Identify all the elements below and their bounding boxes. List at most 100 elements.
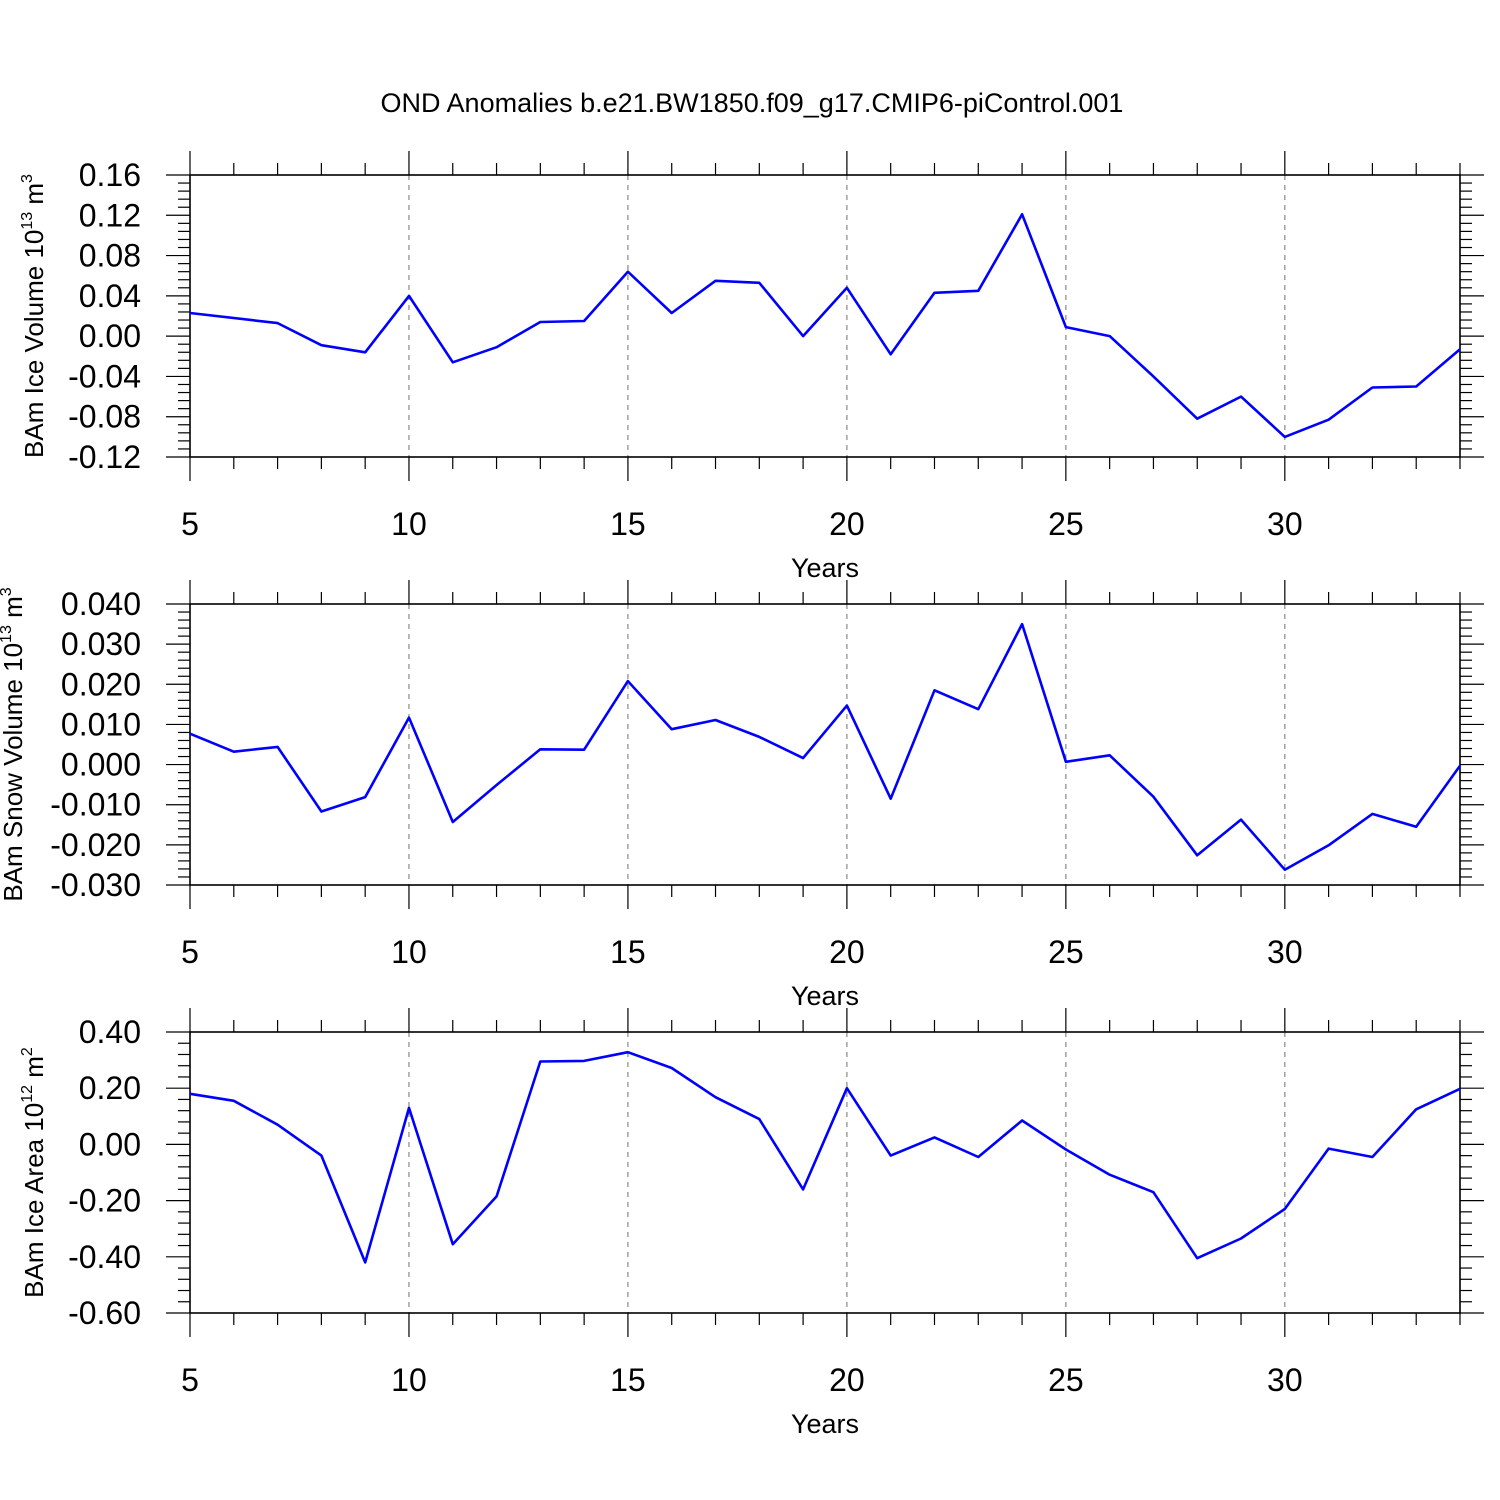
x-axis-label: Years bbox=[791, 981, 859, 1011]
chart-panel-2: -0.030 -0.020 -0.010 0.000 0.010 0.020 0.030 0.… bbox=[0, 580, 1484, 1011]
data-point-year-11 bbox=[451, 820, 455, 824]
y-axis-label-part: m bbox=[19, 183, 49, 212]
series-line bbox=[189, 622, 1462, 872]
data-point-year-22 bbox=[932, 688, 936, 692]
data-point-year-33 bbox=[1414, 825, 1418, 829]
data-point-year-29 bbox=[1239, 818, 1243, 822]
data-point-year-12 bbox=[495, 783, 499, 787]
x-tick-label: 15 bbox=[610, 1362, 646, 1398]
data-point-year-31 bbox=[1327, 843, 1331, 847]
data-point-year-8 bbox=[319, 1154, 323, 1158]
y-axis-label-superscript: 3 bbox=[0, 587, 15, 596]
x-tick-label: 20 bbox=[829, 934, 865, 970]
data-point-year-12 bbox=[495, 1194, 499, 1198]
data-point-year-22 bbox=[932, 1135, 936, 1139]
data-point-year-21 bbox=[889, 1154, 893, 1158]
data-point-year-32 bbox=[1370, 812, 1374, 816]
data-point-year-7 bbox=[276, 1123, 280, 1127]
data-point-year-29 bbox=[1239, 1237, 1243, 1241]
data-point-year-8 bbox=[319, 810, 323, 814]
y-axis-label-part: BAm Ice Area 10 bbox=[19, 1103, 49, 1298]
x-tick-label: 25 bbox=[1048, 1362, 1084, 1398]
data-point-year-17 bbox=[714, 718, 718, 722]
data-point-year-31 bbox=[1327, 1147, 1331, 1151]
data-point-year-6 bbox=[232, 1099, 236, 1103]
data-point-year-16 bbox=[670, 1066, 674, 1070]
x-tick-label: 15 bbox=[610, 506, 646, 542]
plot-frame bbox=[189, 603, 1461, 886]
y-tick-label: 0.000 bbox=[61, 747, 141, 783]
x-tick-label: 25 bbox=[1048, 934, 1084, 970]
plot-frame bbox=[189, 174, 1461, 458]
data-point-year-13 bbox=[538, 320, 542, 324]
data-point-year-32 bbox=[1370, 1155, 1374, 1159]
data-point-year-13 bbox=[538, 1060, 542, 1064]
data-point-year-13 bbox=[538, 747, 542, 751]
data-point-year-34 bbox=[1458, 1087, 1462, 1091]
y-tick-label: 0.12 bbox=[79, 197, 141, 233]
data-point-year-18 bbox=[757, 281, 761, 285]
y-tick-label: -0.12 bbox=[68, 439, 141, 475]
data-point-year-21 bbox=[889, 797, 893, 801]
y-axis-label-superscript: 2 bbox=[19, 1047, 36, 1056]
data-point-year-15 bbox=[626, 270, 630, 274]
y-tick-label: -0.010 bbox=[50, 787, 141, 823]
data-point-year-5 bbox=[188, 1092, 192, 1096]
data-point-year-23 bbox=[976, 1155, 980, 1159]
y-axis-label-superscript: 13 bbox=[0, 625, 15, 643]
data-point-year-10 bbox=[407, 1106, 411, 1110]
data-point-year-18 bbox=[757, 735, 761, 739]
data-point-year-14 bbox=[582, 748, 586, 752]
x-tick-label: 25 bbox=[1048, 506, 1084, 542]
data-point-year-26 bbox=[1108, 334, 1112, 338]
data-point-year-12 bbox=[495, 345, 499, 349]
series-line bbox=[189, 1050, 1461, 1264]
x-axis-label: Years bbox=[791, 1409, 859, 1439]
data-point-year-23 bbox=[976, 707, 980, 711]
data-point-year-28 bbox=[1195, 1256, 1199, 1260]
y-axis-label-superscript: 3 bbox=[19, 174, 36, 183]
y-tick-label: -0.020 bbox=[50, 827, 141, 863]
data-point-year-25 bbox=[1064, 760, 1068, 764]
data-point-year-24 bbox=[1020, 622, 1024, 626]
y-tick-label: 0.00 bbox=[79, 318, 141, 354]
y-tick-label: 0.010 bbox=[61, 706, 141, 742]
y-axis-label-part: BAm Ice Volume 10 bbox=[19, 230, 49, 458]
data-point-year-8 bbox=[319, 343, 323, 347]
data-point-year-26 bbox=[1108, 1173, 1112, 1177]
data-point-year-34 bbox=[1458, 764, 1462, 768]
x-tick-label: 30 bbox=[1267, 1362, 1303, 1398]
series-line bbox=[189, 213, 1461, 439]
y-axis-label-part: m bbox=[0, 596, 28, 625]
data-point-year-19 bbox=[801, 334, 805, 338]
y-tick-label: -0.030 bbox=[50, 867, 141, 903]
x-tick-label: 10 bbox=[391, 506, 427, 542]
data-point-year-24 bbox=[1020, 212, 1024, 216]
data-point-year-30 bbox=[1283, 868, 1287, 872]
y-tick-label: -0.08 bbox=[68, 399, 141, 435]
data-point-year-11 bbox=[451, 360, 455, 364]
data-point-year-14 bbox=[582, 1059, 586, 1063]
y-axis-label: BAm Snow Volume 1013 m3 bbox=[0, 587, 28, 901]
y-tick-label: 0.16 bbox=[79, 157, 141, 193]
x-tick-label: 30 bbox=[1267, 934, 1303, 970]
data-point-year-31 bbox=[1327, 418, 1331, 422]
y-tick-label: 0.40 bbox=[79, 1014, 141, 1050]
data-point-year-28 bbox=[1195, 853, 1199, 857]
data-point-year-33 bbox=[1414, 1107, 1418, 1111]
data-point-year-10 bbox=[407, 716, 411, 720]
y-axis-label-part: BAm Snow Volume 10 bbox=[0, 643, 28, 902]
y-tick-label: -0.40 bbox=[68, 1239, 141, 1275]
x-tick-label: 5 bbox=[181, 506, 199, 542]
data-point-year-20 bbox=[845, 704, 849, 708]
data-point-year-17 bbox=[714, 1095, 718, 1099]
y-tick-label: -0.20 bbox=[68, 1183, 141, 1219]
x-tick-label: 15 bbox=[610, 934, 646, 970]
x-tick-label: 5 bbox=[181, 1362, 199, 1398]
y-tick-label: 0.00 bbox=[79, 1126, 141, 1162]
data-point-year-16 bbox=[670, 727, 674, 731]
data-point-year-23 bbox=[976, 289, 980, 293]
data-point-year-22 bbox=[932, 291, 936, 295]
y-tick-label: -0.60 bbox=[68, 1295, 141, 1331]
data-point-year-27 bbox=[1151, 1190, 1155, 1194]
